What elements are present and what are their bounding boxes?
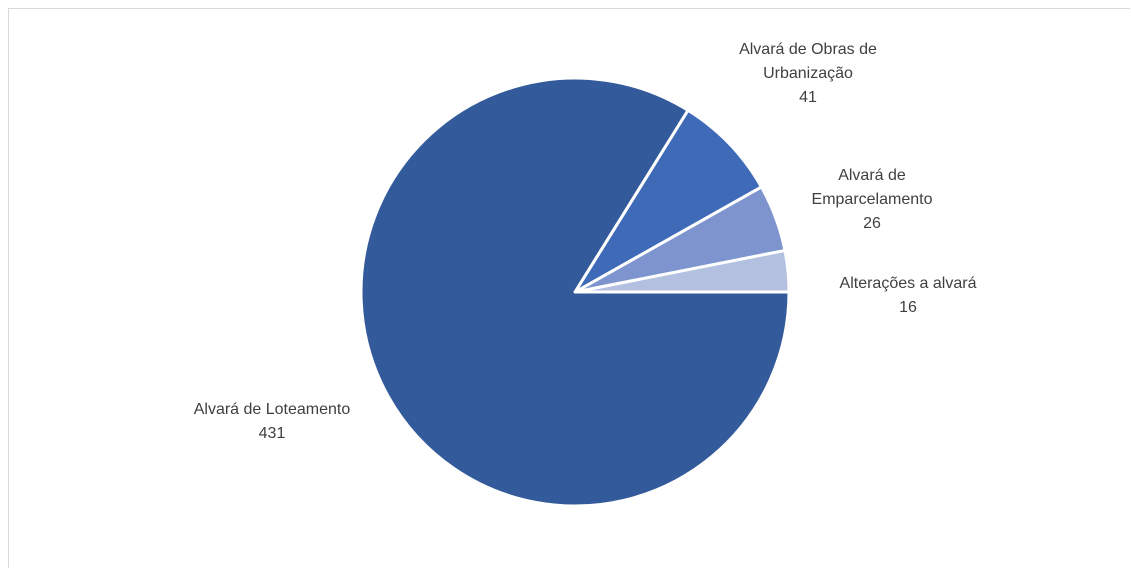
data-label-3: Alterações a alvará 16 xyxy=(840,275,977,316)
data-label-0: Alvará de Loteamento 431 xyxy=(194,401,351,442)
data-label-category: Alvará de Obras de xyxy=(739,41,877,58)
data-label-category: Urbanização xyxy=(763,65,853,82)
pie-slice-1 xyxy=(573,108,763,294)
data-label-2: Alvará de Emparcelamento 26 xyxy=(812,167,933,232)
data-label-value: 41 xyxy=(799,89,817,106)
data-label-category: Alterações a alvará xyxy=(840,275,977,292)
data-label-value: 26 xyxy=(863,215,881,232)
data-label-value: 16 xyxy=(899,299,917,316)
data-label-value: 431 xyxy=(259,425,286,442)
data-label-category: Emparcelamento xyxy=(812,191,933,208)
data-label-1: Alvará de Obras de Urbanização 41 xyxy=(739,41,877,106)
pie-slice-0 xyxy=(359,76,791,508)
chart-area xyxy=(8,8,1130,568)
data-label-category: Alvará de Loteamento xyxy=(194,401,351,418)
data-label-category: Alvará de xyxy=(838,167,906,184)
